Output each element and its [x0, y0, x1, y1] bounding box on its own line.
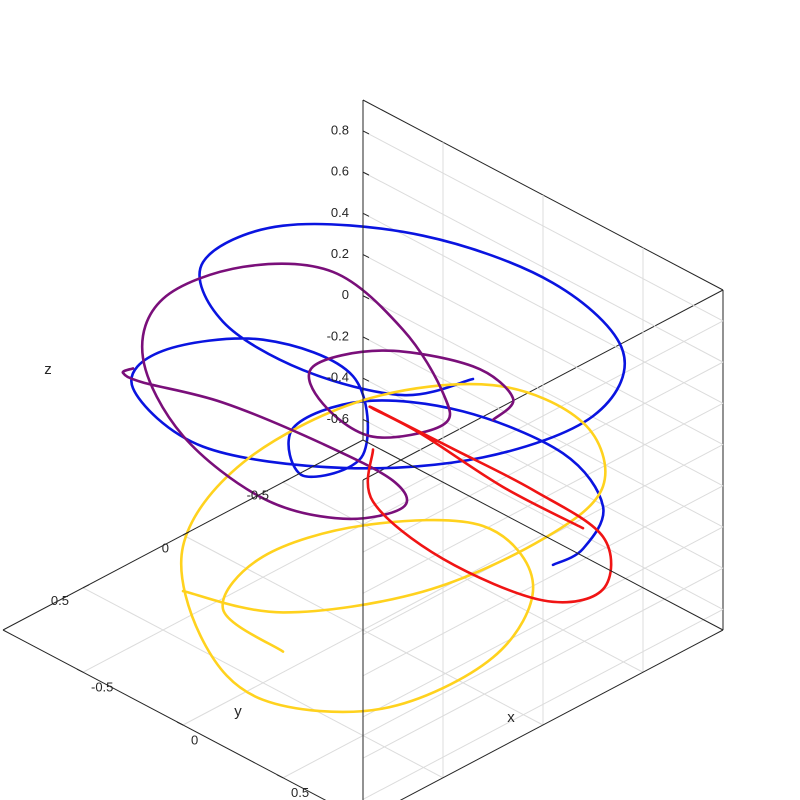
y-tick	[182, 531, 190, 536]
z-tick	[362, 212, 370, 217]
series-line-2	[179, 382, 607, 714]
x-tick-label: 0.5	[291, 785, 309, 800]
series-layer	[121, 222, 626, 714]
z-tick	[362, 377, 370, 382]
plot-box-front	[2, 100, 724, 800]
x-tick	[76, 668, 84, 673]
y-tick	[82, 584, 90, 589]
x-axis-title: x	[507, 709, 515, 726]
z-tick-label: 0.2	[331, 246, 349, 261]
z-tick	[362, 130, 370, 135]
y-tick-label: -0.5	[247, 488, 269, 503]
z-tick-label: 0	[342, 287, 349, 302]
z-tick	[362, 418, 370, 423]
box-edge	[362, 439, 724, 631]
y-grid-line	[82, 587, 444, 779]
z-tick-label: -0.2	[327, 328, 349, 343]
z-tick	[362, 295, 370, 300]
box-edge	[2, 629, 327, 800]
box-edge	[399, 629, 724, 800]
z-tick	[362, 254, 370, 258]
ticks: -0.6 -0.4 -0.2 0 0.2 0.4 0.6 0.8 -0.5 0 0.5 -0.5 0 0.…	[51, 122, 370, 800]
series-line-4	[366, 405, 613, 604]
x-tick	[276, 774, 284, 779]
y-tick	[282, 478, 290, 483]
y-tick-label: 0	[162, 540, 169, 555]
z-tick-label: 0.6	[331, 164, 349, 179]
z-tick-label: 0.8	[331, 122, 349, 137]
x-tick-label: 0	[191, 732, 198, 747]
x-tick-label: -0.5	[91, 680, 113, 695]
series-line-1	[130, 222, 626, 567]
series-line-3	[121, 262, 515, 521]
x-tick	[176, 721, 184, 726]
z-tick-label: 0.4	[331, 205, 349, 220]
y-tick-label: 0.5	[51, 593, 69, 608]
y-axis-title: y	[234, 703, 242, 720]
z-tick	[362, 336, 370, 341]
z-tick-label: -0.4	[327, 370, 349, 385]
z-axis-title: z	[44, 361, 52, 378]
z-tick	[362, 171, 370, 176]
z-tick-label: -0.6	[327, 411, 349, 426]
